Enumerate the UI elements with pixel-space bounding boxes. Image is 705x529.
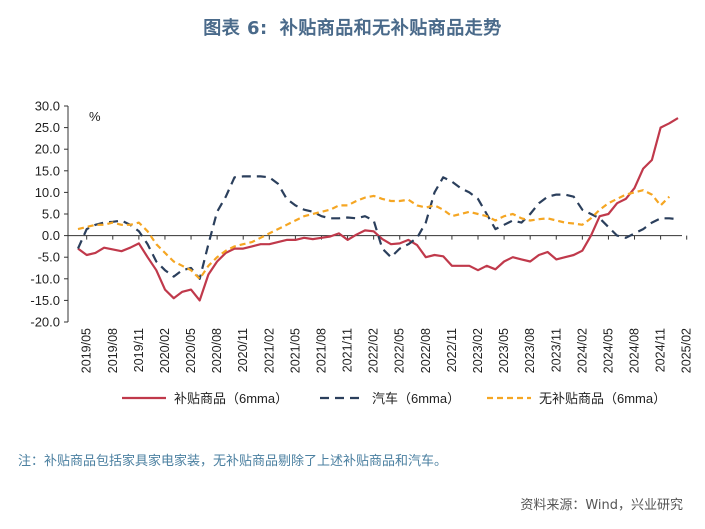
y-tick-label: 5.0	[42, 207, 60, 222]
x-tick-label: 2023/08	[523, 328, 537, 373]
x-tick-label: 2021/11	[341, 328, 355, 372]
series-line-2	[76, 175, 679, 280]
x-tick-label: 2024/05	[601, 328, 615, 373]
x-tick-label: 2020/05	[184, 328, 198, 373]
x-tick-label: 2024/11	[654, 328, 668, 372]
figure-number: 图表 6:	[203, 18, 268, 39]
source-note: 资料来源：Wind，兴业研究	[520, 498, 683, 513]
x-tick-label: 2022/08	[419, 328, 433, 373]
chart-title: 图表 6: 补贴商品和无补贴商品走势	[0, 14, 705, 40]
y-tick-label: 10.0	[35, 185, 60, 200]
x-tick-label: 2020/08	[210, 328, 224, 373]
footnote: 注：补贴商品包括家具家电家装，无补贴商品剔除了上述补贴商品和汽车。	[18, 454, 448, 469]
x-tick-label: 2024/02	[575, 328, 589, 373]
y-tick-label: -15.0	[30, 293, 60, 308]
chart-axes: 30.0 25.0 20.0 15.0 10.0 5.0 0.0 -5.0 -10.0 -15.0…	[30, 99, 693, 374]
series-line-1	[77, 117, 679, 302]
x-tick-label: 2024/08	[628, 328, 642, 373]
chart-series	[76, 117, 679, 302]
x-tick-label: 2023/11	[549, 328, 563, 372]
y-tick-label: 15.0	[35, 163, 60, 178]
x-tick-label: 2021/02	[262, 328, 276, 373]
x-tick-label: 2020/02	[158, 328, 172, 373]
chart-legend: 补贴商品（6mma） 汽车（6mma） 无补贴商品（6mma）	[122, 391, 666, 406]
x-tick-label: 2020/11	[236, 328, 250, 372]
series-line-3	[77, 189, 671, 280]
y-tick-label: -20.0	[30, 315, 60, 330]
x-tick-label: 2021/08	[314, 328, 328, 373]
figure-title: 补贴商品和无补贴商品走势	[279, 18, 502, 39]
legend-label-1: 补贴商品（6mma）	[174, 391, 288, 406]
x-tick-label: 2019/05	[80, 328, 94, 373]
x-tick-label: 2019/08	[106, 328, 120, 373]
x-tick-label: 2022/02	[367, 328, 381, 373]
x-tick-label: 2022/05	[393, 328, 407, 373]
legend-label-3: 无补贴商品（6mma）	[539, 391, 666, 406]
x-tick-label: 2025/02	[680, 328, 694, 373]
y-tick-label: 0.0	[42, 228, 60, 243]
x-tick-label: 2023/05	[497, 328, 511, 373]
x-tick-label: 2021/05	[288, 328, 302, 373]
y-tick-label: 30.0	[35, 99, 60, 114]
y-tick-label: 20.0	[35, 142, 60, 157]
x-tick-label: 2022/11	[445, 328, 459, 372]
y-unit-label: %	[89, 109, 101, 124]
y-tick-label: -10.0	[30, 271, 60, 286]
x-tick-label: 2019/11	[132, 328, 146, 372]
y-tick-label: -5.0	[38, 250, 60, 265]
y-tick-label: 25.0	[35, 120, 60, 135]
legend-label-2: 汽车（6mma）	[372, 391, 460, 406]
x-tick-label: 2023/02	[471, 328, 485, 373]
